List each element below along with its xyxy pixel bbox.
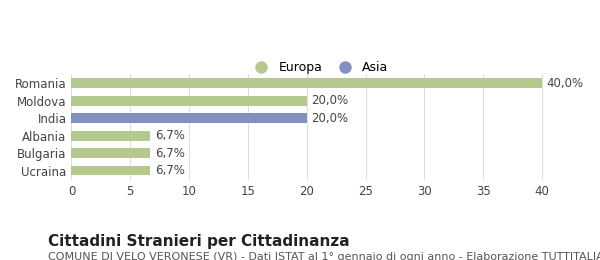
Text: 20,0%: 20,0% (311, 94, 349, 107)
Text: 6,7%: 6,7% (155, 164, 185, 177)
Text: 6,7%: 6,7% (155, 147, 185, 160)
Bar (71, 131, 151, 140)
Text: 20,0%: 20,0% (311, 112, 349, 125)
Bar (71, 113, 307, 123)
Legend: Europa, Asia: Europa, Asia (244, 56, 394, 79)
Text: 40,0%: 40,0% (547, 77, 584, 90)
Text: Cittadini Stranieri per Cittadinanza: Cittadini Stranieri per Cittadinanza (48, 234, 350, 249)
Text: COMUNE DI VELO VERONESE (VR) - Dati ISTAT al 1° gennaio di ogni anno - Elaborazi: COMUNE DI VELO VERONESE (VR) - Dati ISTA… (48, 252, 600, 260)
Bar (71, 96, 307, 106)
Bar (71, 148, 151, 158)
Text: 6,7%: 6,7% (155, 129, 185, 142)
Bar (71, 166, 151, 176)
Bar (71, 79, 542, 88)
